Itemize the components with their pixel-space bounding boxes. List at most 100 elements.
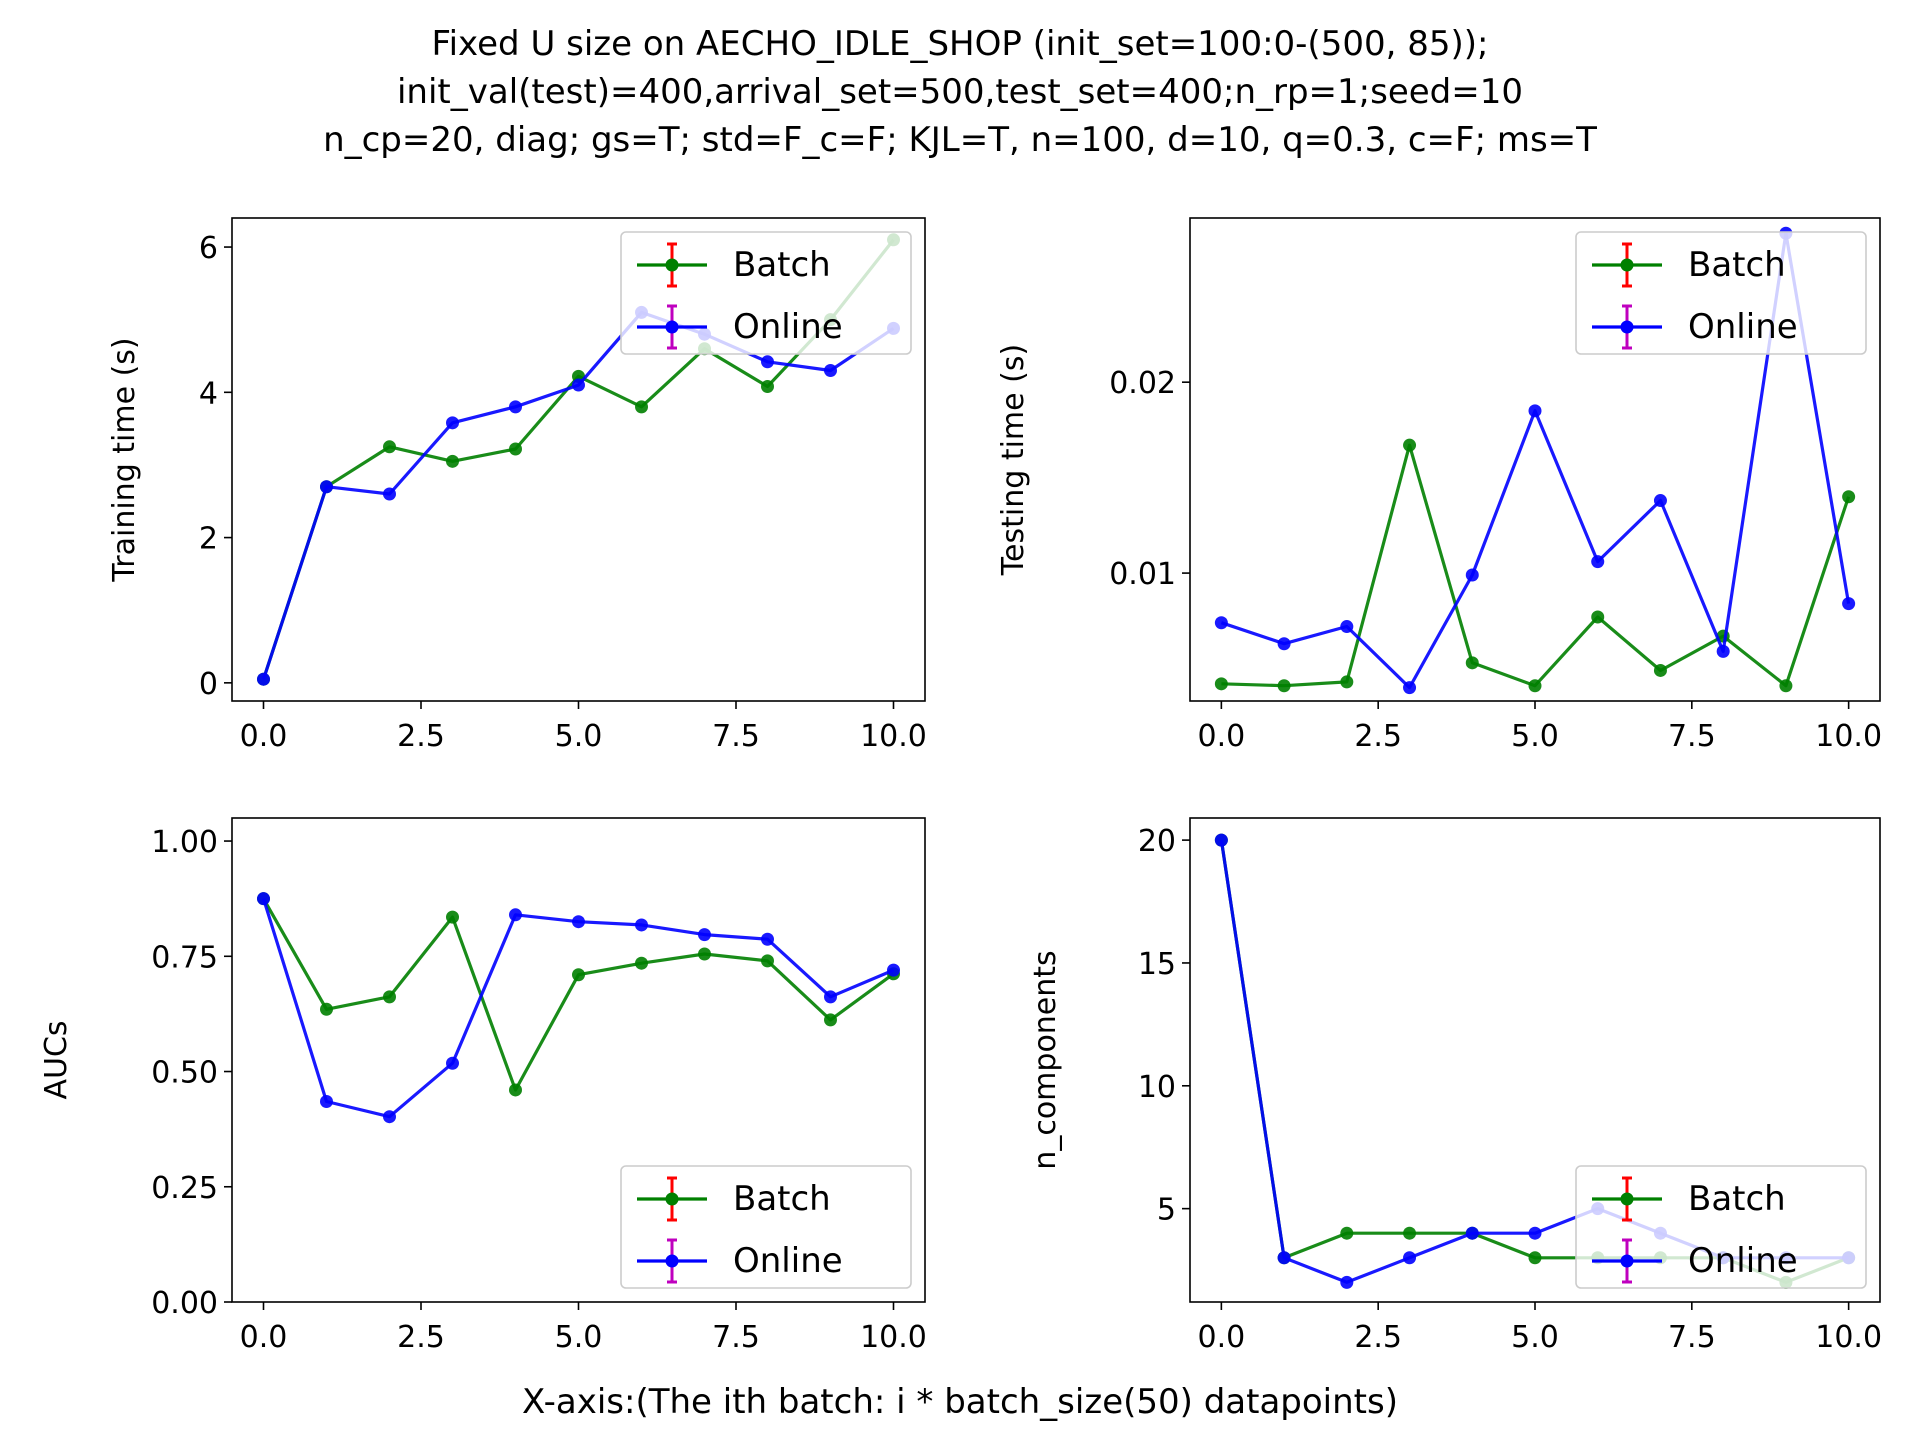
point-online-1 bbox=[320, 1094, 333, 1108]
subplot-2: 0.0 2.5 5.0 7.5 10.0 0.01 0.02 Testing time (s)… bbox=[996, 217, 1882, 754]
legend-marker bbox=[1620, 1254, 1634, 1268]
point-batch-8 bbox=[761, 954, 774, 968]
legend-marker bbox=[1620, 1192, 1634, 1206]
shared-x-axis-label: X-axis:(The ith batch: i * batch_size(50… bbox=[522, 1382, 1398, 1422]
point-batch-8 bbox=[761, 380, 774, 394]
point-online-9 bbox=[824, 990, 837, 1004]
legend: Batch Online bbox=[620, 1165, 912, 1289]
point-online-8 bbox=[761, 932, 774, 946]
point-online-0 bbox=[1214, 833, 1228, 847]
point-batch-9 bbox=[1779, 679, 1793, 693]
y-tick-label: 4 bbox=[199, 376, 218, 411]
title-line-3: n_cp=20, diag; gs=T; std=F_c=F; KJL=T, n… bbox=[323, 120, 1597, 160]
y-tick-label: 0.01 bbox=[1109, 557, 1176, 592]
y-tick-label: 10 bbox=[1138, 1070, 1176, 1105]
series-line-online bbox=[261, 310, 895, 680]
point-online-2 bbox=[383, 487, 396, 501]
series-line-online bbox=[261, 898, 895, 1119]
point-batch-4 bbox=[509, 1083, 522, 1097]
point-online-0 bbox=[257, 892, 270, 906]
legend-box bbox=[1575, 1165, 1867, 1289]
legend-box bbox=[1575, 231, 1867, 355]
point-online-7 bbox=[698, 928, 711, 942]
legend-label-online: Online bbox=[1688, 1241, 1798, 1281]
point-online-3 bbox=[1403, 681, 1417, 695]
x-tick-label: 2.5 bbox=[1354, 1320, 1402, 1355]
x-tick-label: 0.0 bbox=[240, 1320, 288, 1355]
x-tick-label: 0.0 bbox=[240, 719, 288, 754]
point-online-6 bbox=[635, 918, 648, 932]
y-axis-label: Training time (s) bbox=[107, 337, 142, 582]
point-batch-1 bbox=[320, 1002, 333, 1016]
subplot-4: 0.0 2.5 5.0 7.5 10.0 5 10 15 20 n_components Batch… bbox=[1028, 817, 1882, 1355]
x-tick-label: 5.0 bbox=[1511, 1320, 1559, 1355]
figure-title: Fixed U size on AECHO_IDLE_SHOP (init_se… bbox=[0, 20, 1920, 164]
point-batch-3 bbox=[1403, 1226, 1417, 1240]
point-online-8 bbox=[761, 355, 774, 369]
x-tick-label: 10.0 bbox=[860, 719, 927, 754]
y-axis-label: Testing time (s) bbox=[996, 344, 1031, 576]
x-tick-label: 7.5 bbox=[1668, 719, 1716, 754]
x-tick-label: 10.0 bbox=[860, 1320, 927, 1355]
point-online-2 bbox=[383, 1110, 396, 1124]
point-batch-3 bbox=[1403, 438, 1417, 452]
legend-box bbox=[620, 1165, 912, 1289]
x-tick-label: 7.5 bbox=[712, 1320, 760, 1355]
series-line-batch bbox=[1221, 443, 1851, 688]
legend-label-batch: Batch bbox=[1688, 245, 1786, 285]
point-online-2 bbox=[1340, 1275, 1354, 1289]
x-tick-label: 7.5 bbox=[712, 719, 760, 754]
point-online-9 bbox=[824, 364, 837, 378]
point-batch-2 bbox=[1340, 675, 1354, 689]
legend-marker bbox=[665, 1254, 679, 1268]
point-online-6 bbox=[1591, 555, 1605, 569]
legend-label-online: Online bbox=[1688, 307, 1798, 347]
legend-label-batch: Batch bbox=[733, 245, 831, 285]
point-online-0 bbox=[1214, 616, 1228, 630]
y-tick-label: 0.75 bbox=[151, 940, 218, 975]
y-tick-label: 20 bbox=[1138, 824, 1176, 859]
legend-marker bbox=[665, 320, 679, 334]
point-online-7 bbox=[1653, 494, 1667, 508]
point-online-5 bbox=[1528, 404, 1542, 418]
y-tick-label: 0 bbox=[199, 667, 218, 702]
x-tick-label: 10.0 bbox=[1815, 1320, 1882, 1355]
point-online-0 bbox=[257, 672, 270, 686]
point-batch-1 bbox=[1277, 679, 1291, 693]
x-tick-label: 0.0 bbox=[1198, 1320, 1246, 1355]
subplot-3: 0.0 2.5 5.0 7.5 10.0 0.00 0.25 0.50 0.75 1.00 AUCs… bbox=[39, 817, 927, 1355]
title-line-2: init_val(test)=400,arrival_set=500,test_… bbox=[396, 72, 1524, 112]
y-axis-label: n_components bbox=[1028, 950, 1063, 1169]
legend-marker bbox=[1620, 320, 1634, 334]
title-line-1: Fixed U size on AECHO_IDLE_SHOP (init_se… bbox=[431, 24, 1489, 64]
point-online-4 bbox=[509, 400, 522, 414]
subplot-1: 0.0 2.5 5.0 7.5 10.0 0 2 4 6 Training time (s) Bat… bbox=[107, 217, 927, 754]
x-tick-label: 2.5 bbox=[397, 1320, 445, 1355]
x-tick-label: 7.5 bbox=[1668, 1320, 1716, 1355]
point-batch-0 bbox=[1214, 677, 1228, 691]
legend-marker bbox=[1620, 258, 1634, 272]
point-online-1 bbox=[320, 480, 333, 494]
point-batch-4 bbox=[1465, 656, 1479, 670]
point-batch-2 bbox=[383, 990, 396, 1004]
x-tick-label: 0.0 bbox=[1198, 719, 1246, 754]
point-batch-10 bbox=[1842, 490, 1856, 504]
legend-marker bbox=[665, 258, 679, 272]
point-online-4 bbox=[509, 908, 522, 922]
x-tick-label: 5.0 bbox=[555, 719, 603, 754]
point-online-3 bbox=[446, 416, 459, 430]
point-online-8 bbox=[1716, 644, 1730, 658]
point-batch-4 bbox=[509, 442, 522, 456]
point-online-10 bbox=[1842, 597, 1856, 611]
point-online-10 bbox=[887, 963, 900, 977]
legend-box bbox=[620, 231, 912, 355]
point-online-1 bbox=[1277, 1251, 1291, 1265]
point-batch-2 bbox=[1340, 1226, 1354, 1240]
y-tick-label: 0.02 bbox=[1109, 366, 1176, 401]
y-tick-label: 1.00 bbox=[151, 825, 218, 860]
y-tick-label: 6 bbox=[199, 231, 218, 266]
point-batch-6 bbox=[635, 956, 648, 970]
y-axis-label: AUCs bbox=[39, 1020, 74, 1099]
x-tick-label: 2.5 bbox=[397, 719, 445, 754]
y-tick-label: 0.25 bbox=[151, 1171, 218, 1206]
